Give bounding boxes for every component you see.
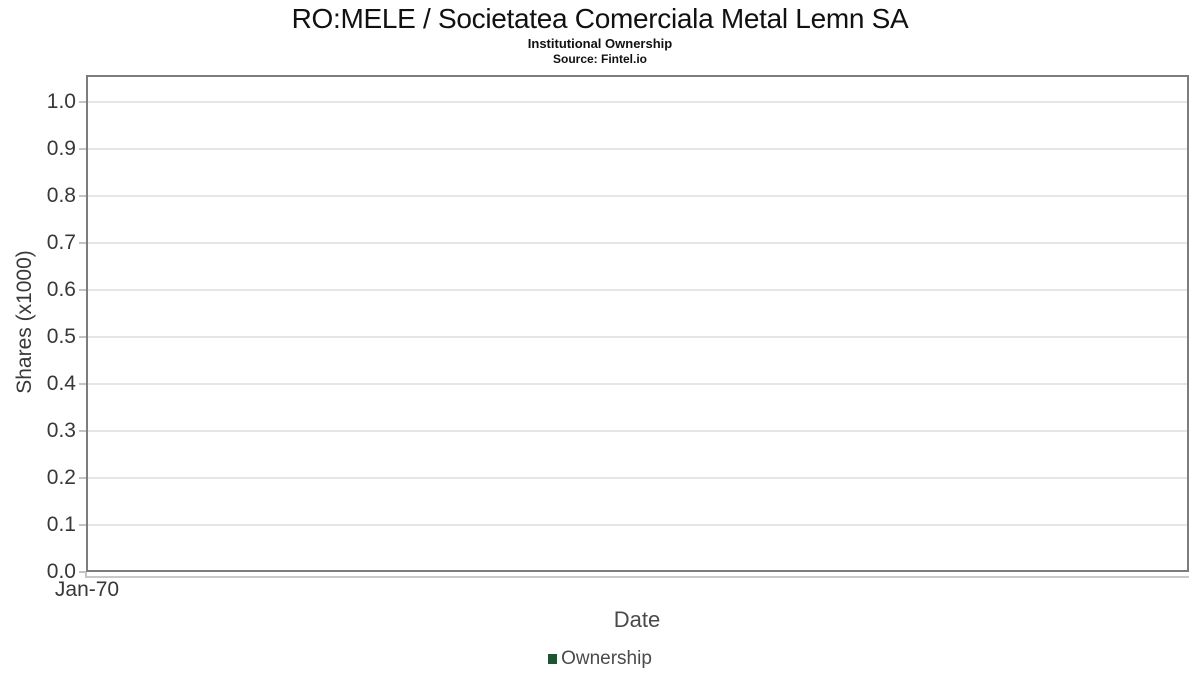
y-tick-mark [79,477,86,479]
x-axis-title: Date [613,607,661,632]
y-gridline [88,336,1187,338]
y-tick-label: 0.5 [46,325,76,348]
legend: Ownership [0,645,1200,673]
y-tick-label: 0.7 [46,231,76,254]
y-tick-mark [79,101,86,103]
y-tick-mark [79,571,86,573]
y-gridline [88,242,1187,244]
y-tick-label: 0.1 [46,513,76,536]
y-gridline [88,195,1187,197]
y-tick-mark [79,383,86,385]
plot-area [86,75,1189,572]
y-gridline [88,289,1187,291]
y-tick-label: 0.6 [46,278,76,301]
y-tick-mark [79,242,86,244]
y-gridline [88,524,1187,526]
y-gridline [88,477,1187,479]
y-gridline [88,101,1187,103]
y-gridline [88,383,1187,385]
chart-source: Source: Fintel.io [552,52,647,66]
y-tick-label: 0.4 [46,372,76,395]
y-tick-mark [79,336,86,338]
x-tick-mark [85,572,87,578]
y-tick-mark [79,148,86,150]
y-gridline [88,148,1187,150]
legend-item-label: Ownership [561,648,652,669]
y-tick-label: 0.3 [46,419,76,442]
y-tick-label: 1.0 [46,90,76,113]
chart-subtitle: Institutional Ownership [527,36,673,51]
y-tick-mark [79,289,86,291]
chart-title: RO:MELE / Societatea Comerciala Metal Le… [291,3,909,34]
x-axis-line [86,576,1189,578]
y-tick-label: 0.0 [46,560,76,583]
y-tick-mark [79,430,86,432]
y-gridline [88,430,1187,432]
y-tick-mark [79,195,86,197]
y-tick-label: 0.9 [46,137,76,160]
y-tick-mark [79,524,86,526]
y-tick-label: 0.2 [46,466,76,489]
y-tick-label: 0.8 [46,184,76,207]
legend-marker-icon [548,654,558,664]
x-tick-label: Jan-70 [54,578,120,601]
